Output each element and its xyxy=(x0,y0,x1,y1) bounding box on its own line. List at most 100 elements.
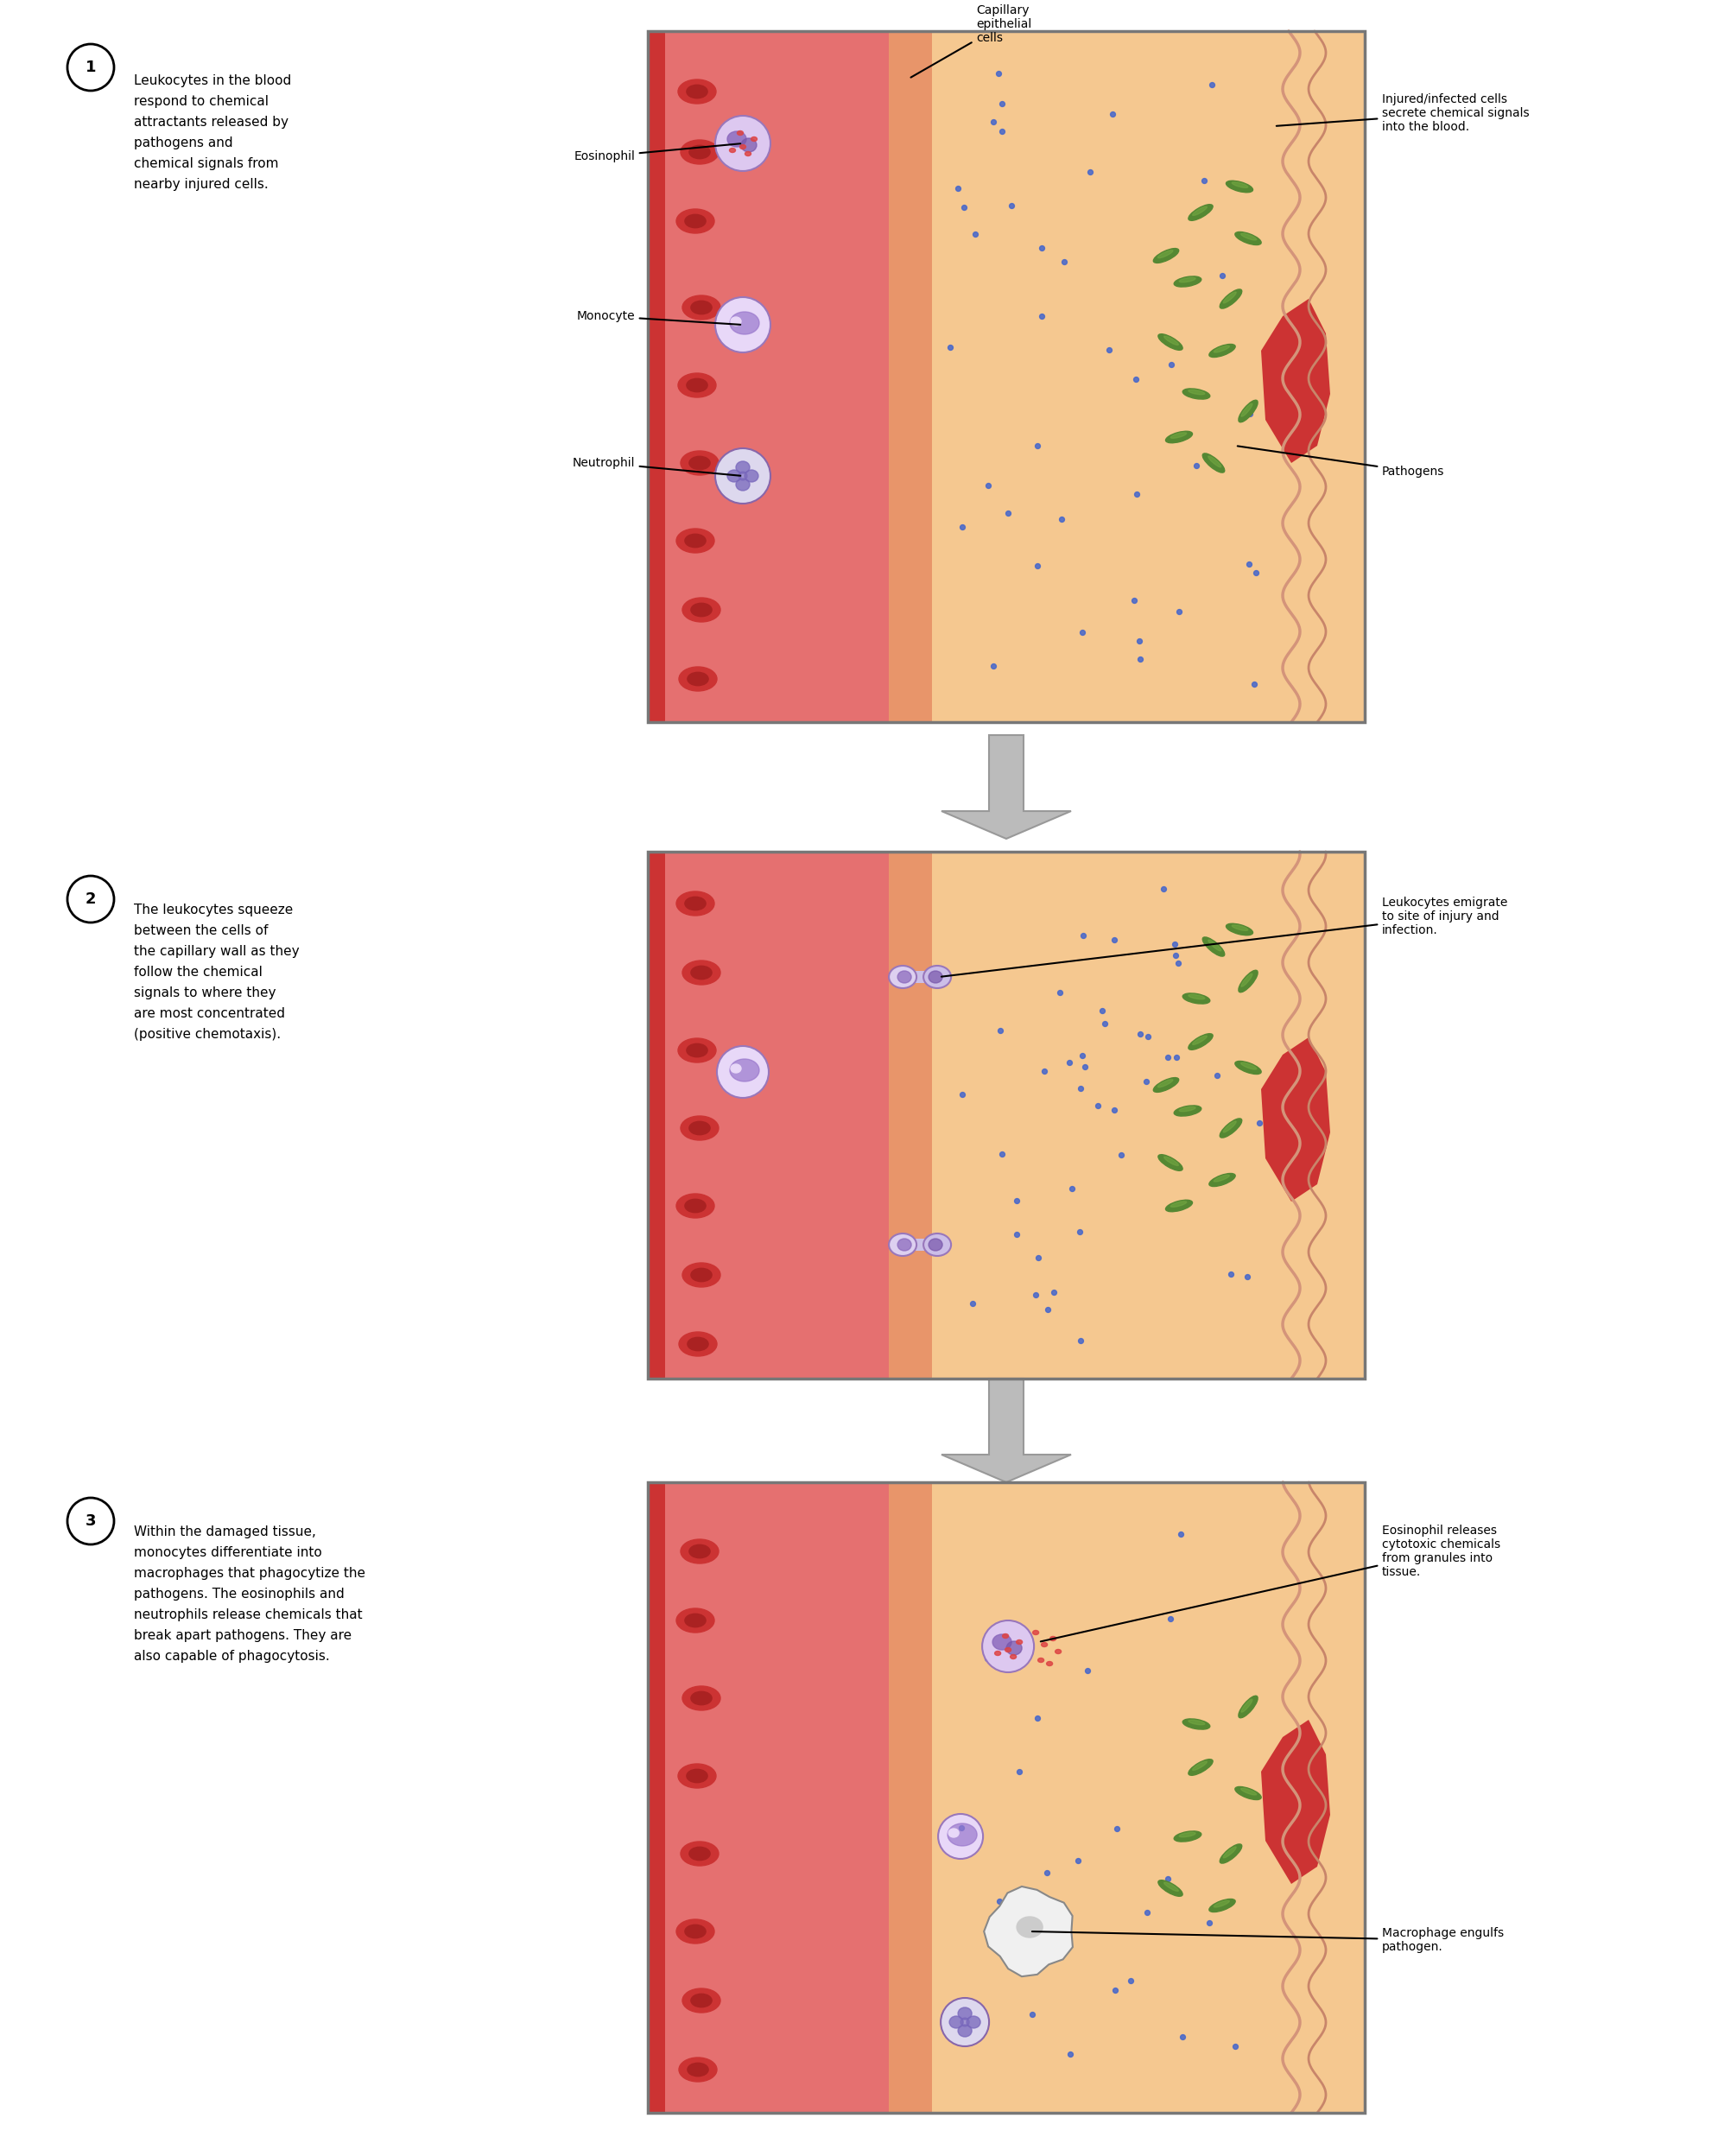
Ellipse shape xyxy=(1225,181,1252,192)
Point xyxy=(1046,502,1074,537)
Point xyxy=(984,1884,1012,1919)
Ellipse shape xyxy=(957,2024,971,2037)
FancyBboxPatch shape xyxy=(648,852,912,1378)
Text: Monocyte: Monocyte xyxy=(576,310,740,326)
Point xyxy=(1057,1171,1084,1205)
Ellipse shape xyxy=(727,470,740,483)
Point xyxy=(1167,1516,1194,1550)
Point xyxy=(1153,1861,1180,1895)
Ellipse shape xyxy=(1010,1654,1015,1658)
FancyBboxPatch shape xyxy=(648,852,1364,1378)
Point xyxy=(1153,1039,1180,1074)
Ellipse shape xyxy=(1220,1119,1240,1138)
Point xyxy=(1063,1843,1091,1878)
Circle shape xyxy=(938,1813,983,1858)
Point xyxy=(936,330,964,364)
Point xyxy=(1022,548,1050,582)
Point xyxy=(1156,1602,1184,1636)
Ellipse shape xyxy=(1173,276,1201,287)
Ellipse shape xyxy=(1240,403,1252,416)
Ellipse shape xyxy=(1055,1649,1060,1654)
Circle shape xyxy=(715,298,770,351)
Point xyxy=(1075,155,1103,190)
Ellipse shape xyxy=(1153,1078,1179,1093)
Point xyxy=(993,496,1020,530)
Ellipse shape xyxy=(1179,1833,1196,1837)
Ellipse shape xyxy=(689,144,710,160)
Text: Eosinophil: Eosinophil xyxy=(574,144,740,162)
Text: Eosinophil releases
cytotoxic chemicals
from granules into
tissue.: Eosinophil releases cytotoxic chemicals … xyxy=(1039,1524,1500,1641)
FancyBboxPatch shape xyxy=(888,30,931,722)
Point xyxy=(986,1013,1014,1048)
Ellipse shape xyxy=(1225,923,1252,936)
Ellipse shape xyxy=(888,1233,916,1257)
Ellipse shape xyxy=(682,1686,720,1710)
Ellipse shape xyxy=(679,1332,716,1356)
Ellipse shape xyxy=(739,472,747,481)
Ellipse shape xyxy=(1046,1662,1051,1667)
Ellipse shape xyxy=(1232,925,1247,931)
Ellipse shape xyxy=(948,1828,959,1837)
Point xyxy=(1050,246,1077,280)
FancyBboxPatch shape xyxy=(931,852,1364,1378)
Point xyxy=(1132,1065,1160,1100)
Ellipse shape xyxy=(1213,345,1228,351)
FancyBboxPatch shape xyxy=(648,30,665,722)
Ellipse shape xyxy=(684,897,706,910)
Point xyxy=(1069,918,1096,953)
Point xyxy=(1101,1973,1129,2007)
FancyBboxPatch shape xyxy=(931,1483,1364,2113)
Point xyxy=(998,188,1026,222)
Ellipse shape xyxy=(1220,1843,1240,1863)
Ellipse shape xyxy=(1187,994,1204,998)
Point xyxy=(1194,1906,1221,1940)
Ellipse shape xyxy=(1050,1636,1055,1641)
Ellipse shape xyxy=(687,673,708,686)
Ellipse shape xyxy=(730,313,759,334)
Point xyxy=(1027,298,1055,332)
Ellipse shape xyxy=(680,1539,718,1563)
Ellipse shape xyxy=(691,604,711,617)
Ellipse shape xyxy=(1223,1848,1235,1858)
Circle shape xyxy=(715,448,770,505)
Ellipse shape xyxy=(744,470,758,483)
Ellipse shape xyxy=(1170,433,1185,438)
Ellipse shape xyxy=(685,1044,708,1056)
Point xyxy=(1182,448,1209,483)
Point xyxy=(1235,397,1263,431)
Circle shape xyxy=(716,1046,768,1097)
Ellipse shape xyxy=(957,2007,971,2020)
Ellipse shape xyxy=(727,132,746,147)
Point xyxy=(1055,1046,1082,1080)
Point xyxy=(1165,595,1192,630)
Ellipse shape xyxy=(680,1117,718,1141)
Point xyxy=(943,172,971,207)
Ellipse shape xyxy=(675,209,715,233)
Ellipse shape xyxy=(1239,401,1258,423)
Ellipse shape xyxy=(685,379,708,392)
Ellipse shape xyxy=(1163,336,1179,345)
Point xyxy=(1103,1811,1130,1846)
Ellipse shape xyxy=(682,962,720,985)
Ellipse shape xyxy=(1235,1061,1261,1074)
Point xyxy=(1117,1964,1144,1999)
Ellipse shape xyxy=(1170,1201,1185,1207)
Ellipse shape xyxy=(744,151,751,155)
Ellipse shape xyxy=(689,1121,710,1134)
Ellipse shape xyxy=(1173,1106,1201,1117)
Point xyxy=(960,218,988,252)
Text: Pathogens: Pathogens xyxy=(1237,446,1443,479)
Point xyxy=(950,190,978,224)
Point xyxy=(1242,556,1270,591)
Ellipse shape xyxy=(1179,1106,1196,1112)
Point xyxy=(1203,1059,1230,1093)
Point xyxy=(1246,1106,1273,1141)
Ellipse shape xyxy=(689,1544,710,1559)
Point xyxy=(1005,1755,1033,1789)
Point xyxy=(1067,1324,1094,1358)
Point xyxy=(988,114,1015,149)
Point xyxy=(1234,1259,1261,1294)
Circle shape xyxy=(981,1621,1034,1673)
Ellipse shape xyxy=(691,966,711,979)
Ellipse shape xyxy=(1240,1063,1256,1069)
